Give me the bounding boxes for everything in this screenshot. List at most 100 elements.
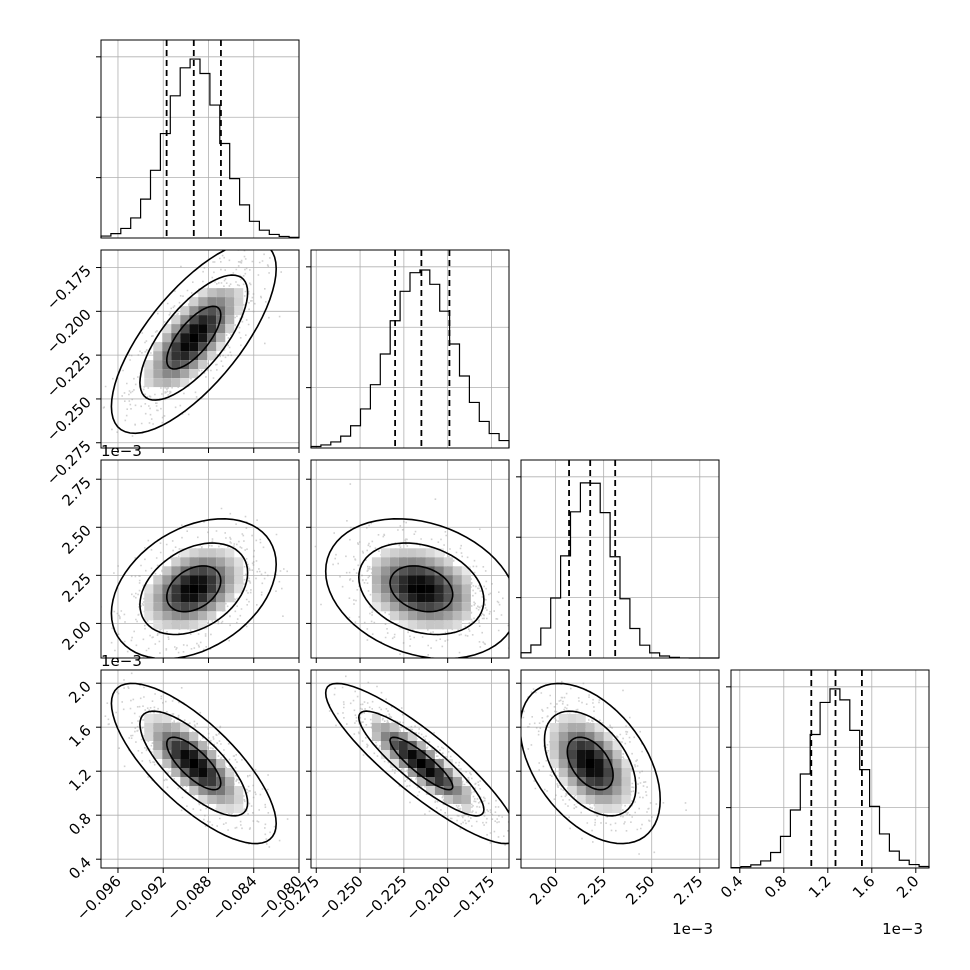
- density-cell: [380, 593, 390, 603]
- y-tick-label: −0.175: [43, 262, 95, 314]
- density-cell: [162, 714, 172, 723]
- density-cell: [416, 557, 426, 567]
- density-cell: [225, 324, 235, 334]
- density-cell: [198, 557, 208, 567]
- density-cell: [567, 777, 577, 786]
- contour-2: [521, 682, 662, 845]
- density-cell: [162, 566, 172, 576]
- density-cell: [434, 777, 444, 786]
- density-cell: [434, 611, 444, 621]
- panel-frame: [310, 249, 510, 449]
- x-tick-label: 2.50: [622, 872, 658, 908]
- density-cell: [207, 351, 217, 361]
- density-cell: [144, 602, 154, 612]
- contour-2: [324, 517, 509, 658]
- contour-1: [543, 710, 637, 817]
- density-cell: [612, 777, 622, 786]
- density-cell: [216, 333, 226, 343]
- density-cell: [407, 566, 417, 576]
- x-tick-label: 2.0: [893, 872, 923, 902]
- density-cell: [434, 759, 444, 768]
- density-cell: [189, 732, 199, 741]
- histogram-step-2: [520, 482, 719, 659]
- density-cell: [216, 288, 226, 298]
- density-cell: [207, 342, 217, 352]
- density-cell: [153, 584, 163, 594]
- density-cell: [443, 557, 453, 567]
- density-cell: [452, 566, 462, 576]
- density-cell: [398, 566, 408, 576]
- density-cell: [216, 795, 226, 804]
- density-cell: [225, 288, 235, 298]
- density-cell: [585, 723, 595, 732]
- density-cell: [162, 584, 172, 594]
- density-cell: [144, 369, 154, 379]
- density-cell: [434, 602, 444, 612]
- density-cell: [461, 584, 471, 594]
- density-cell: [425, 786, 435, 795]
- density-cell: [567, 768, 577, 777]
- density-cell: [443, 620, 453, 630]
- density-cell: [567, 750, 577, 759]
- density-cell: [234, 566, 244, 576]
- histogram-panel-1: [306, 249, 510, 449]
- density-cell: [225, 306, 235, 316]
- density-cell: [585, 777, 595, 786]
- density-cell: [380, 548, 390, 558]
- density-cell: [234, 795, 244, 804]
- x-tick-label: 2.75: [670, 872, 706, 908]
- density-cell: [594, 795, 604, 804]
- density-cell: [452, 620, 462, 630]
- density-cell: [189, 342, 199, 352]
- density-cell: [549, 723, 559, 732]
- density-cell: [225, 768, 235, 777]
- density-cell: [461, 611, 471, 621]
- density-cell: [603, 759, 613, 768]
- density-cell: [549, 759, 559, 768]
- density-cell: [153, 378, 163, 388]
- density-cell: [189, 548, 199, 558]
- density-cell: [443, 575, 453, 585]
- y-tick-label: 2.0: [65, 677, 95, 707]
- density-cell: [234, 557, 244, 567]
- density-cell: [425, 593, 435, 603]
- density-cell: [162, 611, 172, 621]
- density-cell: [216, 593, 226, 603]
- density-cell: [380, 584, 390, 594]
- scatter-panel-2-0: [100, 459, 300, 659]
- density-cell: [371, 732, 381, 741]
- density-cell: [594, 768, 604, 777]
- density-cell: [407, 602, 417, 612]
- density-cell: [603, 795, 613, 804]
- density-cell: [461, 566, 471, 576]
- density-cell: [398, 557, 408, 567]
- density-cell: [189, 593, 199, 603]
- density-cell: [171, 593, 181, 603]
- density-cell: [434, 620, 444, 630]
- y-tick-label: 2.00: [58, 617, 94, 653]
- density-cell: [416, 741, 426, 750]
- density-cell: [144, 584, 154, 594]
- density-cell: [389, 548, 399, 558]
- y-tick-label: −0.200: [43, 305, 95, 357]
- contour-1: [139, 274, 249, 401]
- density-cell: [234, 786, 244, 795]
- density-cell: [189, 324, 199, 334]
- density-cell: [207, 768, 217, 777]
- density-cell: [558, 750, 568, 759]
- density-cell: [153, 593, 163, 603]
- y-tick-label: 2.50: [58, 521, 94, 557]
- density-cell: [198, 584, 208, 594]
- density-cell: [371, 575, 381, 585]
- density-cell: [434, 593, 444, 603]
- density-cell: [380, 732, 390, 741]
- density-cell: [189, 369, 199, 379]
- density-cell: [225, 786, 235, 795]
- density-cell: [621, 795, 631, 804]
- panel-frame: [520, 459, 720, 659]
- density-cell: [171, 369, 181, 379]
- density-cell: [434, 584, 444, 594]
- density-cell: [198, 575, 208, 585]
- density-cell: [407, 732, 417, 741]
